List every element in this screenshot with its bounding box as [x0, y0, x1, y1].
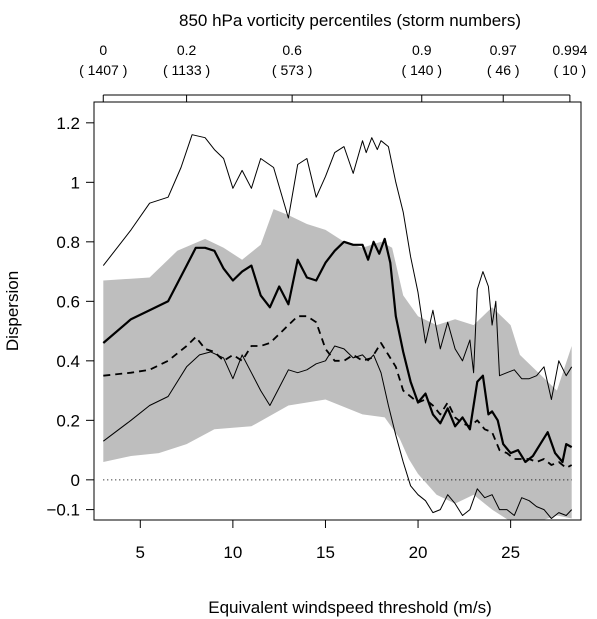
top-tick-percentile: 0.2 — [177, 42, 197, 58]
top-tick-count: ( 46 ) — [487, 62, 520, 78]
y-axis: 1.2 1 0.8 0.6 0.4 0.2 0 −0.1 — [46, 114, 94, 520]
y-axis-label: Dispersion — [3, 271, 22, 351]
y-tick-label: 0.2 — [56, 411, 80, 430]
y-tick-label: 1 — [71, 173, 80, 192]
x-tick-label: 25 — [501, 543, 520, 562]
top-tick-percentile: 0.9 — [412, 42, 432, 58]
plot-area — [102, 134, 573, 520]
series-2-line — [102, 237, 573, 464]
series-1-line — [102, 134, 573, 400]
y-tick-label: −0.1 — [46, 501, 80, 520]
x-tick-label: 20 — [409, 543, 428, 562]
top-tick-percentile: 0.6 — [282, 42, 302, 58]
y-tick-label: 0.6 — [56, 292, 80, 311]
y-tick-label: 0 — [71, 471, 80, 490]
x-tick-label: 15 — [316, 543, 335, 562]
chart-title: 850 hPa vorticity percentiles (storm num… — [179, 11, 521, 30]
top-tick-percentile: 0.994 — [552, 42, 587, 58]
top-tick-count: ( 573 ) — [272, 62, 312, 78]
top-tick-count: ( 10 ) — [554, 62, 587, 78]
plot-frame — [93, 101, 582, 521]
series-3-line — [103, 315, 573, 469]
top-tick-percentile: 0 — [99, 42, 107, 58]
top-tick-count: ( 1407 ) — [79, 62, 127, 78]
x-axis-label: Equivalent windspeed threshold (m/s) — [208, 598, 491, 617]
top-percentile-axis: 0 ( 1407 ) 0.2 ( 1133 ) 0.6 ( 573 ) 0.9 ( 140 )… — [79, 42, 588, 102]
x-tick-label: 10 — [223, 543, 242, 562]
top-tick-count: ( 140 ) — [402, 62, 442, 78]
top-tick-count: ( 1133 ) — [163, 62, 210, 78]
y-tick-label: 0.8 — [56, 233, 80, 252]
confidence-band — [103, 209, 572, 520]
x-axis: 5 10 15 20 25 — [136, 520, 520, 562]
y-tick-label: 0.4 — [56, 352, 80, 371]
top-tick-percentile: 0.97 — [490, 42, 517, 58]
y-tick-label: 1.2 — [56, 114, 80, 133]
x-tick-label: 5 — [136, 543, 145, 562]
series-4-line — [102, 345, 573, 519]
